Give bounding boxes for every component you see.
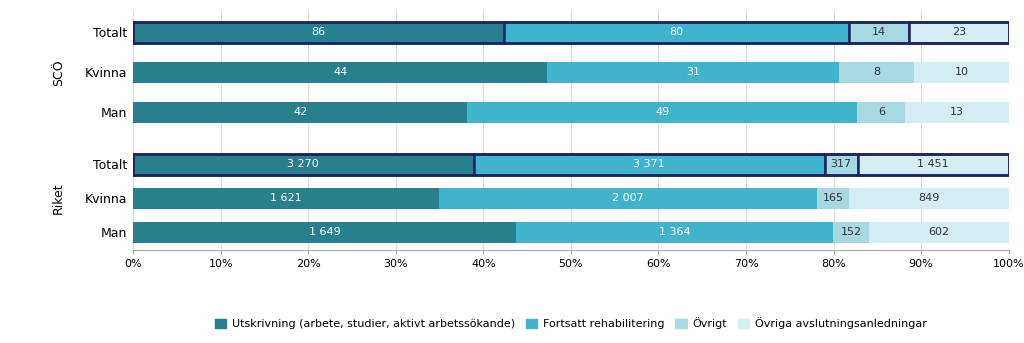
Text: 317: 317: [830, 159, 852, 169]
Text: 165: 165: [822, 193, 844, 203]
Bar: [857, 154, 1009, 175]
Text: SCÖ: SCÖ: [52, 59, 66, 86]
Legend: Utskrivning (arbete, studier, aktivt arbetssökande), Fortsatt rehabilitering, Öv: Utskrivning (arbete, studier, aktivt arb…: [211, 313, 931, 334]
Text: 13: 13: [950, 107, 964, 117]
Text: 44: 44: [333, 67, 347, 77]
Bar: [857, 102, 905, 123]
Text: 3 270: 3 270: [288, 159, 319, 169]
Text: 6: 6: [878, 107, 885, 117]
Bar: [439, 188, 817, 209]
Bar: [467, 102, 857, 123]
Bar: [905, 102, 1009, 123]
Text: Riket: Riket: [52, 182, 66, 214]
Text: 849: 849: [918, 193, 939, 203]
Bar: [824, 154, 857, 175]
Text: 3 371: 3 371: [633, 159, 665, 169]
Text: 1 621: 1 621: [270, 193, 302, 203]
Text: 49: 49: [655, 107, 670, 117]
Text: 42: 42: [293, 107, 307, 117]
Bar: [849, 22, 909, 43]
Bar: [849, 188, 1009, 209]
Text: 80: 80: [670, 27, 684, 37]
Text: 152: 152: [841, 227, 861, 237]
Bar: [548, 62, 840, 83]
Bar: [133, 154, 1009, 175]
Text: 23: 23: [952, 27, 966, 37]
Bar: [868, 222, 1009, 243]
Bar: [817, 188, 849, 209]
Text: 31: 31: [686, 67, 700, 77]
Bar: [909, 22, 1009, 43]
Text: 86: 86: [311, 27, 326, 37]
Bar: [516, 222, 834, 243]
Text: 1 649: 1 649: [309, 227, 341, 237]
Bar: [133, 154, 473, 175]
Bar: [840, 62, 914, 83]
Bar: [133, 22, 504, 43]
Bar: [504, 22, 849, 43]
Bar: [133, 62, 548, 83]
Bar: [834, 222, 868, 243]
Bar: [133, 222, 516, 243]
Bar: [133, 22, 1009, 43]
Text: 2 007: 2 007: [612, 193, 644, 203]
Bar: [473, 154, 824, 175]
Bar: [133, 188, 439, 209]
Bar: [914, 62, 1009, 83]
Text: 1 364: 1 364: [659, 227, 691, 237]
Text: 602: 602: [928, 227, 949, 237]
Text: 14: 14: [872, 27, 887, 37]
Bar: [133, 102, 467, 123]
Text: 10: 10: [954, 67, 969, 77]
Text: 1 451: 1 451: [918, 159, 949, 169]
Text: 8: 8: [873, 67, 881, 77]
